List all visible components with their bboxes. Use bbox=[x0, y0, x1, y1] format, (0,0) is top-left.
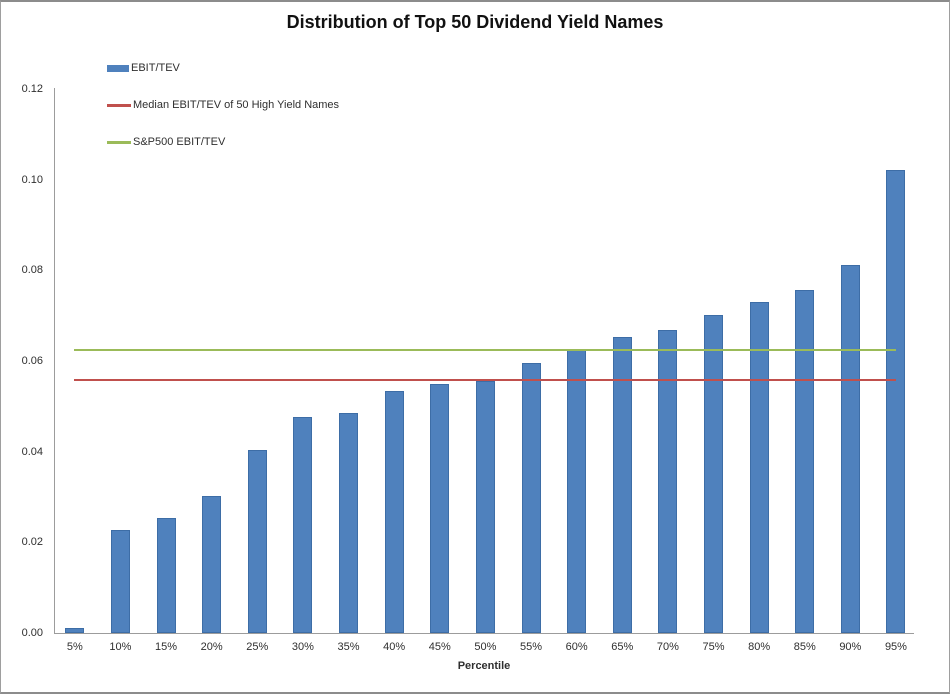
y-axis-line bbox=[54, 88, 55, 633]
bar-95% bbox=[886, 170, 906, 633]
bar-90% bbox=[840, 265, 860, 633]
bar-5% bbox=[65, 627, 85, 633]
bar-55% bbox=[521, 362, 541, 633]
x-axis-title: Percentile bbox=[457, 660, 511, 672]
bar-60% bbox=[567, 350, 587, 633]
bar-35% bbox=[339, 413, 359, 633]
x-tick-label: 20% bbox=[200, 641, 223, 653]
bar-15% bbox=[156, 518, 176, 633]
legend-item-ebit-tev: EBIT/TEV bbox=[107, 61, 339, 75]
x-tick-label: 40% bbox=[383, 641, 406, 653]
sp500-line bbox=[74, 349, 896, 352]
bar-70% bbox=[658, 329, 678, 633]
y-tick-label: 0.02 bbox=[21, 536, 43, 549]
x-tick-label: 90% bbox=[839, 641, 862, 653]
legend-label-median: Median EBIT/TEV of 50 High Yield Names bbox=[133, 99, 340, 111]
legend-item-sp500: S&P500 EBIT/TEV bbox=[107, 135, 339, 149]
bar-10% bbox=[110, 529, 130, 633]
y-tick-label: 0.08 bbox=[21, 264, 43, 277]
x-tick-label: 5% bbox=[66, 641, 83, 653]
bar-65% bbox=[612, 336, 632, 633]
legend-bar-swatch-icon bbox=[107, 64, 129, 72]
bar-25% bbox=[247, 450, 267, 633]
x-tick-label: 50% bbox=[474, 641, 497, 653]
y-tick-label: 0.12 bbox=[21, 83, 43, 95]
x-tick-label: 80% bbox=[748, 641, 771, 653]
x-tick-label: 10% bbox=[109, 641, 132, 653]
x-tick-label: 75% bbox=[702, 641, 725, 653]
x-tick-label: 30% bbox=[291, 641, 314, 653]
median-line bbox=[74, 379, 896, 382]
x-tick-label: 70% bbox=[656, 641, 679, 653]
bar-30% bbox=[293, 416, 313, 633]
x-tick-label: 45% bbox=[428, 641, 451, 653]
x-tick-label: 15% bbox=[155, 641, 178, 653]
x-tick-label: 65% bbox=[611, 641, 634, 653]
bar-45% bbox=[430, 384, 450, 633]
legend-label-sp500: S&P500 EBIT/TEV bbox=[133, 136, 226, 148]
bar-75% bbox=[703, 314, 723, 633]
legend-line-swatch-icon bbox=[107, 103, 131, 107]
bar-40% bbox=[384, 391, 404, 633]
x-tick-label: 25% bbox=[246, 641, 269, 653]
chart-title: Distribution of Top 50 Dividend Yield Na… bbox=[286, 12, 664, 32]
bar-85% bbox=[795, 290, 815, 633]
x-tick-label: 85% bbox=[793, 641, 816, 653]
bar-20% bbox=[202, 496, 222, 633]
x-tick-label: 35% bbox=[337, 641, 360, 653]
legend-label-ebit-tev: EBIT/TEV bbox=[131, 62, 180, 74]
y-tick-label: 0.06 bbox=[21, 355, 43, 367]
bar-50% bbox=[475, 381, 495, 633]
x-tick-label: 60% bbox=[565, 641, 588, 653]
legend-item-median: Median EBIT/TEV of 50 High Yield Names bbox=[107, 98, 339, 112]
y-tick-label: 0.00 bbox=[21, 627, 43, 639]
x-tick-label: 95% bbox=[884, 641, 907, 653]
y-tick-label: 0.04 bbox=[21, 445, 43, 458]
x-tick-label: 55% bbox=[519, 641, 543, 653]
y-tick-label: 0.10 bbox=[21, 173, 43, 186]
legend: EBIT/TEV Median EBIT/TEV of 50 High Yiel… bbox=[107, 61, 339, 172]
legend-line-swatch-icon bbox=[107, 140, 131, 144]
bar-80% bbox=[749, 302, 769, 633]
x-axis-line bbox=[54, 633, 914, 634]
